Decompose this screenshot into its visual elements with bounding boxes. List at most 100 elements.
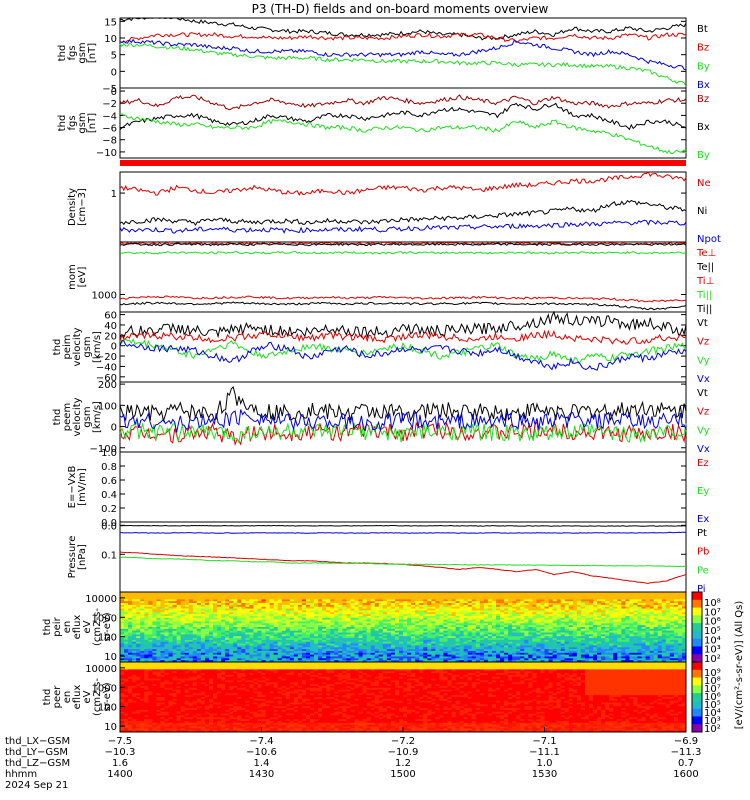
heatmap-cell bbox=[273, 625, 279, 628]
heatmap-cell bbox=[225, 610, 230, 613]
heatmap-cell bbox=[588, 623, 594, 626]
heatmap-cell bbox=[673, 630, 679, 633]
heatmap-cell bbox=[277, 592, 283, 595]
heatmap-cell bbox=[136, 606, 141, 609]
heatmap-cell bbox=[354, 623, 359, 626]
heatmap-cell bbox=[330, 617, 335, 621]
heatmap-cell bbox=[326, 608, 331, 611]
heatmap-cell bbox=[661, 621, 667, 624]
heatmap-cell bbox=[124, 634, 129, 637]
heatmap-cell bbox=[152, 627, 157, 630]
heatmap-cell bbox=[491, 623, 497, 626]
heatmap-cell bbox=[370, 608, 376, 611]
heatmap-cell bbox=[346, 619, 351, 622]
heatmap-cell bbox=[378, 599, 384, 602]
heatmap-cell bbox=[172, 592, 177, 595]
heatmap-cell bbox=[459, 628, 465, 632]
heatmap-cell bbox=[584, 608, 590, 611]
heatmap-cell bbox=[350, 619, 355, 622]
heatmap-cell bbox=[532, 601, 537, 604]
heatmap-cell bbox=[370, 615, 376, 619]
heatmap-cell bbox=[403, 632, 408, 635]
heatmap-cell bbox=[128, 592, 133, 595]
heatmap-cell bbox=[293, 625, 299, 628]
heatmap-cell bbox=[394, 601, 400, 604]
heatmap-cell bbox=[297, 593, 303, 597]
heatmap-cell bbox=[326, 614, 331, 617]
heatmap-cell bbox=[495, 597, 501, 600]
heatmap-cell bbox=[140, 615, 145, 619]
heatmap-cell bbox=[540, 630, 545, 633]
heatmap-cell bbox=[318, 612, 323, 615]
heatmap-cell bbox=[475, 604, 481, 608]
heatmap-cell bbox=[378, 614, 384, 617]
heatmap-cell bbox=[338, 623, 343, 626]
heatmap-cell bbox=[641, 592, 646, 595]
heatmap-cell bbox=[350, 628, 355, 632]
heatmap-cell bbox=[512, 606, 517, 609]
heatmap-cell bbox=[120, 614, 125, 617]
heatmap-cell bbox=[540, 599, 545, 602]
heatmap-cell bbox=[665, 610, 671, 613]
heatmap-cell bbox=[580, 612, 586, 615]
heatmap-cell bbox=[196, 627, 202, 630]
heatmap-cell bbox=[491, 604, 497, 608]
heatmap-cell bbox=[265, 610, 270, 613]
heatmap-cell bbox=[508, 621, 513, 624]
heatmap-cell bbox=[269, 610, 275, 613]
heatmap-cell bbox=[439, 612, 444, 615]
heatmap-cell bbox=[164, 595, 169, 598]
heatmap-cell bbox=[152, 595, 157, 598]
heatmap-cell bbox=[330, 614, 335, 617]
heatmap-cell bbox=[500, 623, 505, 626]
heatmap-cell bbox=[427, 592, 432, 595]
heatmap-cell bbox=[350, 612, 355, 615]
heatmap-cell bbox=[495, 601, 501, 604]
heatmap-cell bbox=[419, 632, 424, 635]
series-line-Bx bbox=[119, 102, 687, 131]
heatmap-cell bbox=[528, 627, 533, 630]
heatmap-cell bbox=[479, 599, 485, 602]
heatmap-cell bbox=[168, 630, 173, 633]
heatmap-cell bbox=[593, 632, 598, 635]
heatmap-cell bbox=[633, 634, 638, 637]
heatmap-cell bbox=[358, 628, 363, 632]
heatmap-cell bbox=[588, 625, 594, 628]
panel-6: thd peem velocity gsm [km/s]2001000−100VtVzV… bbox=[52, 380, 710, 455]
heatmap-cell bbox=[475, 610, 481, 613]
heatmap-cell bbox=[601, 630, 606, 633]
heatmap-cell bbox=[576, 634, 582, 637]
heatmap-cell bbox=[386, 595, 392, 598]
heatmap-cell bbox=[653, 614, 659, 617]
heatmap-cell bbox=[330, 599, 335, 602]
heatmap-cell bbox=[370, 630, 376, 633]
heatmap-cell bbox=[338, 603, 343, 606]
heatmap-cell bbox=[629, 621, 634, 624]
heatmap-cell bbox=[249, 627, 254, 630]
heatmap-cell bbox=[524, 619, 529, 622]
heatmap-cell bbox=[310, 634, 315, 637]
heatmap-cell bbox=[378, 592, 384, 595]
heatmap-cell bbox=[467, 621, 473, 624]
heatmap-cell bbox=[217, 603, 222, 606]
heatmap-cell bbox=[285, 608, 291, 611]
heatmap-cell bbox=[495, 627, 501, 630]
heatmap-cell bbox=[516, 634, 521, 637]
heatmap-cell bbox=[172, 632, 177, 635]
heatmap-cell bbox=[411, 634, 416, 637]
heatmap-cell bbox=[435, 593, 440, 597]
heatmap-cell bbox=[512, 612, 517, 615]
heatmap-cell bbox=[281, 617, 287, 621]
heatmap-cell bbox=[334, 592, 339, 595]
heatmap-cell bbox=[132, 597, 137, 600]
heatmap-cell bbox=[358, 632, 363, 635]
heatmap-cell bbox=[273, 592, 279, 595]
heatmap-cell bbox=[584, 603, 590, 606]
heatmap-cell bbox=[322, 606, 327, 609]
heatmap-cell bbox=[653, 604, 659, 608]
heatmap-cell bbox=[310, 592, 315, 595]
heatmap-cell bbox=[342, 623, 347, 626]
heatmap-cell bbox=[552, 634, 558, 637]
legend-label-2: Npot bbox=[697, 234, 721, 245]
heatmap-cell bbox=[237, 610, 242, 613]
